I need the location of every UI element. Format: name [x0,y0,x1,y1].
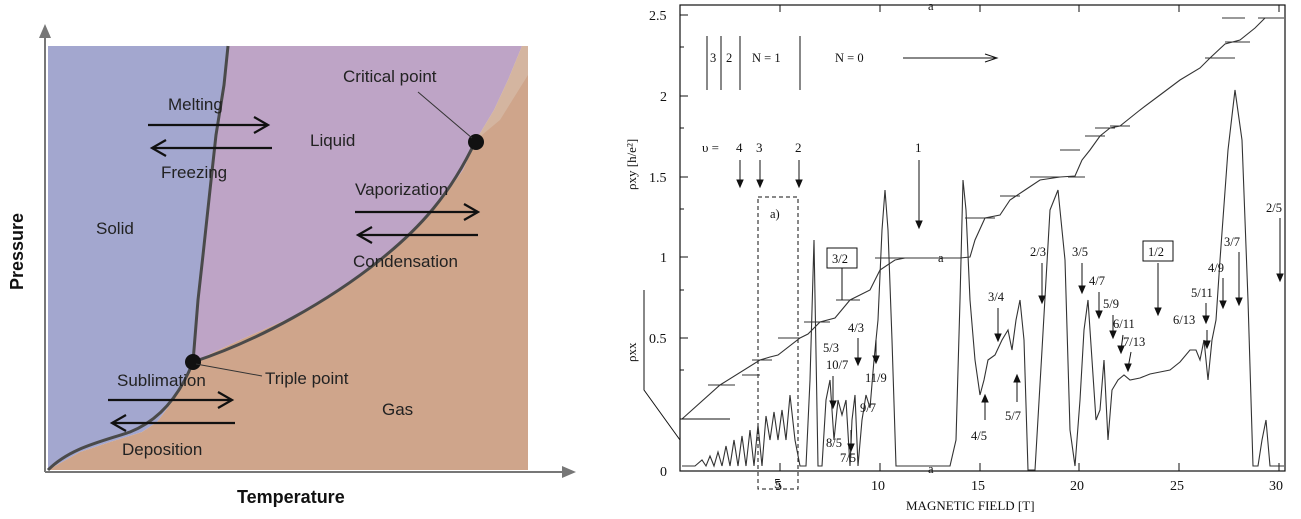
fraction-label: 3/2 [832,252,848,266]
fraction-label: 8/5 [826,436,842,450]
fraction-label: 1/2 [1148,245,1164,259]
fraction-label: 3/7 [1224,235,1240,249]
condensation-label: Condensation [353,252,458,271]
fraction-label: 7/13 [1123,335,1145,349]
integer-fill-4: 4 [736,140,743,155]
integer-fill-1: 1 [915,140,922,155]
inset-label: a) [770,207,780,221]
triple-point-marker [185,354,201,370]
melting-label: Melting [168,95,223,114]
rho-xx-axis-label: ρxx [624,342,639,362]
fraction-label: 2/5 [1266,201,1282,215]
edge-mark: a [928,462,934,476]
triple-point-label: Triple point [265,369,349,388]
pressure-axis-label: Pressure [7,213,27,290]
fraction-label: 4/7 [1089,274,1105,288]
y-tick-label: 0.5 [649,332,667,347]
fraction-label: 5/3 [823,341,839,355]
landau-level-3: 3 [710,51,716,65]
landau-level-2: 2 [726,51,732,65]
fraction-label: 5/7 [1005,409,1021,423]
rho-xy-axis-label: ρxy [h/e²] [624,139,639,190]
fraction-label: 5/9 [1103,297,1119,311]
fraction-label: 4/5 [971,429,987,443]
rho-xx-curve [682,90,1284,470]
y-ticks [680,15,688,419]
sublimation-label: Sublimation [117,371,206,390]
x-tick-label: 10 [871,479,885,494]
qhe-plot: 2.5 2 1.5 1 0.5 0 5 10 15 20 25 30 MAGNE… [624,0,1285,513]
gas-label: Gas [382,400,413,419]
fraction-label: 11/9 [865,371,887,385]
x-tick-label: 15 [971,479,985,494]
fraction-label: 4/9 [1208,261,1224,275]
x-tick-label: 20 [1070,479,1084,494]
y-tick-label: 2.5 [649,9,667,24]
inset-tick-label: 5 [774,477,781,492]
edge-mark: a [938,251,944,265]
critical-point-label: Critical point [343,67,437,86]
fraction-label: 3/4 [988,290,1005,304]
fraction-label: 2/3 [1030,245,1046,259]
integer-fill-2: 2 [795,140,802,155]
x-tick-label: 25 [1170,479,1184,494]
fraction-1-2-arrow [1155,263,1161,315]
landau-n0-label: N = 0 [835,51,864,65]
nu-label: υ = [702,140,719,155]
pressure-axis-arrowhead [39,24,51,38]
x-axis-label: MAGNETIC FIELD [T] [906,498,1035,513]
y-tick-label: 1 [660,251,667,266]
freezing-label: Freezing [161,163,227,182]
fraction-label: 9/7 [860,401,876,415]
fraction-label: 5/11 [1191,286,1213,300]
y-tick-label: 1.5 [649,171,667,186]
edge-mark: a [928,0,934,13]
fraction-label: 6/11 [1113,317,1135,331]
integer-fill-arrows [737,160,922,228]
landau-n1-label: N = 1 [752,51,781,65]
y-tick-label: 0 [660,465,667,480]
integer-fill-3: 3 [756,140,763,155]
fraction-label: 6/13 [1173,313,1195,327]
rho-xx-inner-axes [680,290,730,419]
liquid-label: Liquid [310,131,355,150]
y-tick-label: 2 [660,90,667,105]
x-tick-label: 30 [1269,479,1283,494]
phase-diagram: Solid Liquid Gas Critical point Triple p… [7,24,576,507]
deposition-label: Deposition [122,440,202,459]
solid-label: Solid [96,219,134,238]
vaporization-label: Vaporization [355,180,448,199]
fraction-arrows [830,218,1283,451]
temperature-axis-arrowhead [562,466,576,478]
fraction-label: 7/5 [840,451,856,465]
plateau-dashes [708,18,1284,385]
fraction-label: 10/7 [826,358,848,372]
rho-xx-axis-bracket [644,290,680,440]
temperature-axis-label: Temperature [237,487,345,507]
fraction-label: 3/5 [1072,245,1088,259]
fraction-label: 4/3 [848,321,864,335]
